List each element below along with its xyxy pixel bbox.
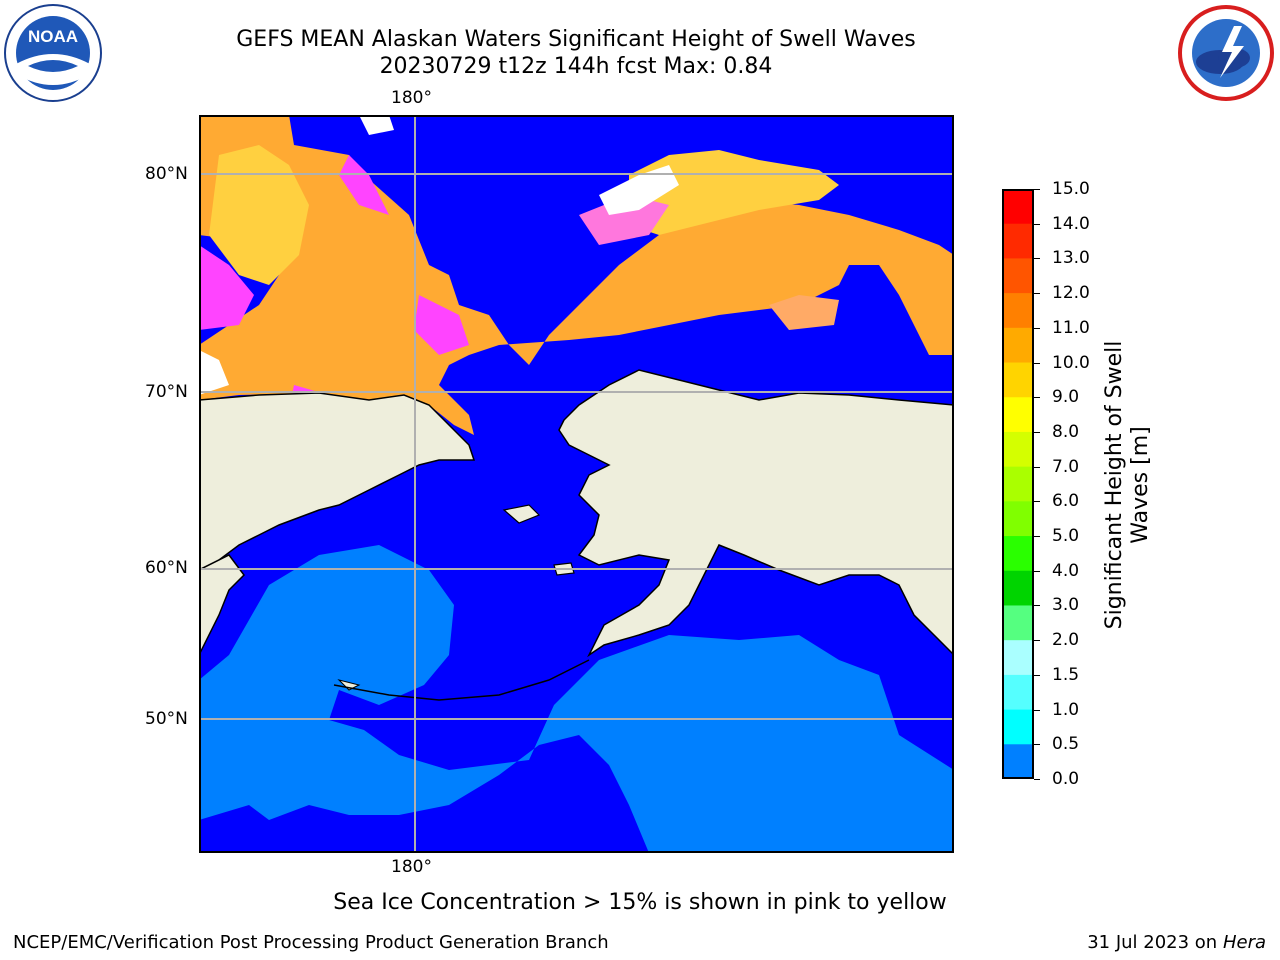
footer-left: NCEP/EMC/Verification Post Processing Pr… bbox=[13, 932, 609, 953]
colorbar-swatch bbox=[1002, 466, 1034, 502]
colorbar bbox=[1002, 189, 1034, 780]
colorbar-swatch bbox=[1002, 640, 1034, 676]
colorbar-tick-label: 2.0 bbox=[1052, 630, 1080, 651]
footer-date: 31 Jul 2023 on bbox=[1087, 932, 1223, 953]
colorbar-tick-mark bbox=[1034, 779, 1040, 780]
ocean-mid-region bbox=[199, 545, 954, 853]
colorbar-tick-mark bbox=[1034, 570, 1040, 572]
colorbar-tick-mark bbox=[1034, 293, 1040, 295]
colorbar-title-line1: Significant Height of Swell bbox=[1102, 340, 1127, 630]
colorbar-tick-label: 3.0 bbox=[1052, 595, 1080, 616]
colorbar-tick-label: 7.0 bbox=[1052, 456, 1080, 477]
bottom-longitude-label: 180° bbox=[391, 857, 432, 877]
sea-ice-note: Sea Ice Concentration > 15% is shown in … bbox=[333, 890, 947, 915]
colorbar-swatch bbox=[1002, 293, 1034, 329]
colorbar-swatch bbox=[1002, 501, 1034, 537]
colorbar-tick-label: 1.0 bbox=[1052, 699, 1080, 720]
footer-host: Hera bbox=[1222, 932, 1266, 953]
colorbar-tick-mark bbox=[1034, 501, 1040, 503]
colorbar-tick-mark bbox=[1034, 709, 1040, 711]
colorbar-tick-label: 9.0 bbox=[1052, 387, 1080, 408]
colorbar-swatch bbox=[1002, 744, 1034, 780]
lat-label-50n: 50°N bbox=[145, 709, 188, 729]
map-panel bbox=[198, 115, 955, 853]
colorbar-swatch bbox=[1002, 709, 1034, 745]
colorbar-swatch bbox=[1002, 258, 1034, 294]
colorbar-swatch bbox=[1002, 327, 1034, 364]
colorbar-tick-mark bbox=[1034, 397, 1040, 399]
colorbar-tick-mark bbox=[1034, 327, 1040, 329]
lat-label-60n: 60°N bbox=[145, 558, 188, 578]
lat-label-80n: 80°N bbox=[145, 164, 188, 184]
svg-text:NOAA: NOAA bbox=[28, 27, 78, 46]
colorbar-tick-mark bbox=[1034, 431, 1040, 433]
colorbar-tick-mark bbox=[1034, 362, 1040, 364]
colorbar-tick-label: 11.0 bbox=[1052, 317, 1090, 338]
footer-right: 31 Jul 2023 on Hera bbox=[1087, 932, 1266, 953]
aleutian-islands bbox=[333, 659, 590, 701]
colorbar-tick-mark bbox=[1034, 605, 1040, 607]
top-longitude-label: 180° bbox=[391, 88, 432, 108]
colorbar-tick-mark bbox=[1034, 258, 1040, 260]
colorbar-tick-label: 13.0 bbox=[1052, 248, 1090, 269]
colorbar-tick-mark bbox=[1034, 640, 1040, 642]
land-siberia bbox=[198, 392, 476, 572]
colorbar-tick-mark bbox=[1034, 536, 1040, 538]
nws-logo bbox=[1176, 4, 1276, 102]
noaa-logo-icon: NOAA bbox=[4, 4, 102, 102]
colorbar-tick-mark bbox=[1034, 189, 1040, 190]
colorbar-tick-label: 0.5 bbox=[1052, 734, 1080, 755]
colorbar-tick-label: 4.0 bbox=[1052, 560, 1080, 581]
colorbar-swatches bbox=[1002, 189, 1034, 780]
colorbar-swatch bbox=[1002, 223, 1034, 259]
colorbar-swatch bbox=[1002, 397, 1034, 433]
colorbar-tick-label: 15.0 bbox=[1052, 179, 1090, 199]
colorbar-tick-label: 10.0 bbox=[1052, 352, 1090, 373]
colorbar-tick-mark bbox=[1034, 223, 1040, 225]
colorbar-tick-label: 5.0 bbox=[1052, 526, 1080, 547]
colorbar-tick-mark bbox=[1034, 674, 1040, 676]
colorbar-tick-mark bbox=[1034, 744, 1040, 746]
colorbar-tick-label: 14.0 bbox=[1052, 213, 1090, 234]
colorbar-swatch bbox=[1002, 536, 1034, 572]
map-border bbox=[199, 115, 954, 853]
colorbar-tick-mark bbox=[1034, 466, 1040, 468]
sea-ice-high bbox=[629, 150, 839, 235]
colorbar-tick-label: 6.0 bbox=[1052, 491, 1080, 512]
colorbar-swatch bbox=[1002, 189, 1034, 225]
colorbar-border bbox=[1002, 189, 1034, 779]
colorbar-tick-label: 0.0 bbox=[1052, 769, 1080, 789]
colorbar-swatch bbox=[1002, 570, 1034, 606]
colorbar-tick-label: 12.0 bbox=[1052, 283, 1090, 304]
chart-subtitle: 20230729 t12z 144h fcst Max: 0.84 bbox=[379, 54, 773, 79]
colorbar-swatch bbox=[1002, 674, 1034, 711]
colorbar-title-line2: Waves [m] bbox=[1128, 426, 1153, 544]
colorbar-tick-label: 1.5 bbox=[1052, 664, 1080, 685]
colorbar-tick-label: 8.0 bbox=[1052, 421, 1080, 442]
swell-height-map bbox=[198, 115, 955, 853]
nws-logo-icon bbox=[1178, 5, 1274, 101]
colorbar-swatch bbox=[1002, 362, 1034, 398]
noaa-logo: NOAA bbox=[4, 4, 102, 102]
colorbar-swatch bbox=[1002, 431, 1034, 468]
colorbar-title: Significant Height of Swell Waves [m] bbox=[1102, 341, 1154, 630]
lat-label-70n: 70°N bbox=[145, 382, 188, 402]
chart-title: GEFS MEAN Alaskan Waters Significant Hei… bbox=[236, 27, 916, 52]
colorbar-swatch bbox=[1002, 605, 1034, 641]
sea-ice-region bbox=[199, 115, 954, 435]
